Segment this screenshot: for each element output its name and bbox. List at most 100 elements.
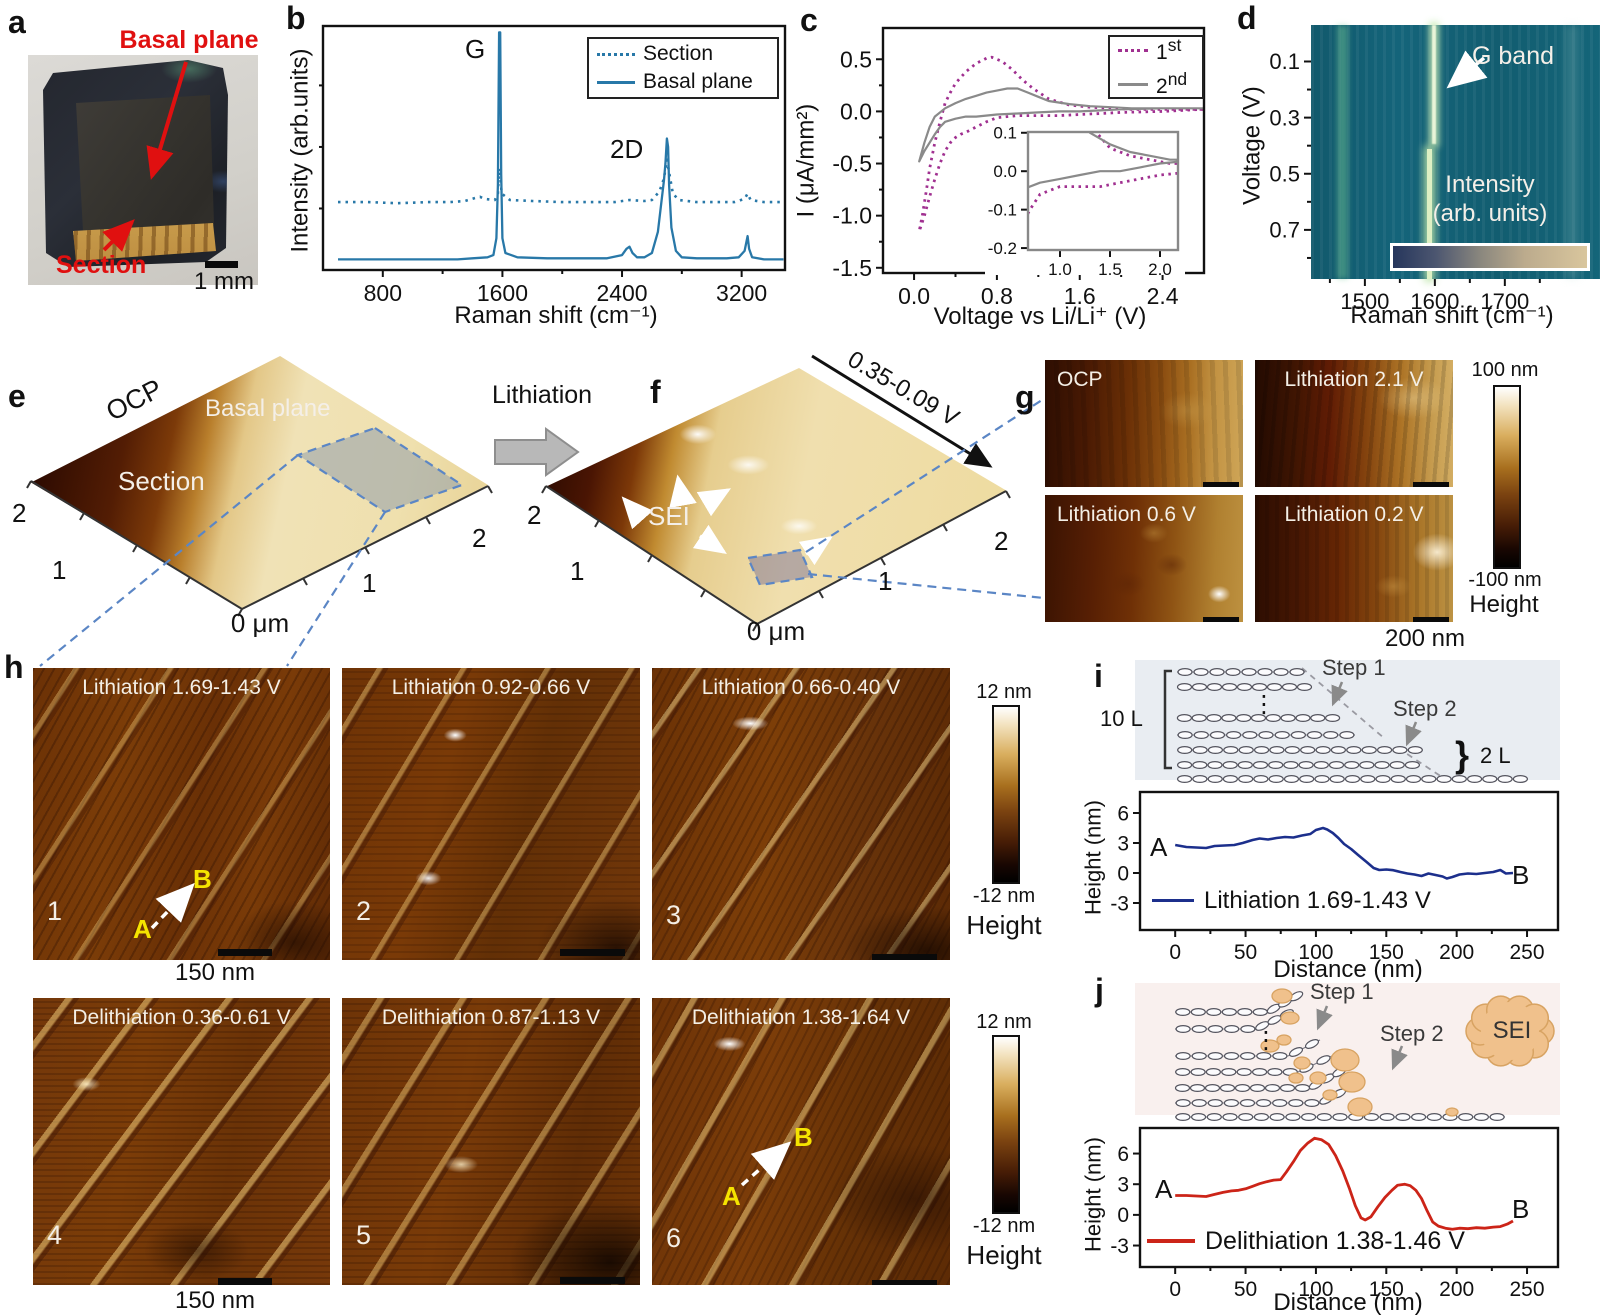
d-intensity-colorbar	[1390, 243, 1590, 271]
raman-band-right	[1565, 25, 1580, 279]
svg-text:-0.2: -0.2	[988, 239, 1017, 258]
cv-second-swatch	[1118, 82, 1148, 86]
j-legend-text: Delithiation 1.38-1.46 V	[1205, 1227, 1465, 1255]
g-band-annotation: G band	[1472, 42, 1555, 70]
h4-label: Delithiation 0.36-0.61 V	[72, 1006, 291, 1029]
j-point-a: A	[1155, 1174, 1173, 1204]
e-tick-2-left: 2	[12, 498, 27, 528]
delithiation-profile-chart: 0 50 100 150 200 250 6 3 0 -3	[1080, 1115, 1600, 1315]
h5-number: 5	[356, 1220, 372, 1250]
svg-text:150: 150	[1369, 941, 1404, 964]
j-vdots: ⋮	[1254, 1027, 1278, 1054]
i-step1-label: Step 1	[1322, 655, 1386, 680]
svg-text:6: 6	[1117, 1143, 1129, 1166]
d-ylabel: Voltage (V)	[1238, 86, 1266, 205]
e-tick-2-right: 2	[472, 523, 487, 553]
e-ocp-label: OCP	[101, 373, 168, 427]
e-basal-label: Basal plane	[205, 395, 331, 422]
svg-text:0: 0	[1169, 941, 1181, 964]
afm-image-5: Delithiation 0.87-1.13 V 5	[342, 998, 640, 1285]
h4-scalebar	[218, 1278, 272, 1285]
svg-text:-1.0: -1.0	[832, 203, 872, 229]
i-point-b: B	[1512, 860, 1530, 890]
f-sei-label: SEI	[648, 501, 690, 531]
svg-text:-0.1: -0.1	[988, 201, 1017, 220]
section-line-swatch	[597, 52, 635, 56]
crystal-basal-facet	[76, 95, 214, 231]
i-legend-text: Lithiation 1.69-1.43 V	[1204, 887, 1431, 914]
b-legend-basal: Basal plane	[643, 70, 753, 93]
g1-scalebar	[1203, 482, 1239, 487]
f-tick-2-right: 2	[994, 526, 1009, 556]
panel-f-letter: f	[650, 374, 661, 410]
section-annotation: Section	[56, 251, 147, 279]
lithiation-block-arrow-icon	[494, 427, 580, 477]
svg-text:1600: 1600	[477, 280, 528, 306]
j-step1-label: Step 1	[1310, 979, 1374, 1004]
svg-text:2400: 2400	[596, 280, 647, 306]
svg-text:1.0: 1.0	[1048, 260, 1072, 279]
h2-number: 2	[356, 896, 372, 926]
g2-label: Lithiation 2.1 V	[1284, 368, 1424, 391]
svg-text:-3: -3	[1110, 892, 1129, 915]
svg-text:2.0: 2.0	[1148, 260, 1172, 279]
svg-text:0.0: 0.0	[898, 283, 930, 309]
h-cb1-bottom: -12 nm	[972, 885, 1036, 907]
h1-point-a: A	[133, 914, 152, 944]
b-ylabel: Intensity (arb.units)	[286, 48, 314, 253]
svg-text:0: 0	[1117, 1204, 1129, 1227]
svg-text:0: 0	[1117, 862, 1129, 885]
svg-text:200: 200	[1439, 1278, 1474, 1301]
i-2L-label: 2 L	[1480, 743, 1511, 768]
afm-image-ocp: OCP	[1045, 360, 1243, 487]
svg-text:2.4: 2.4	[1147, 283, 1179, 309]
h-cb2-title: Height	[966, 1240, 1042, 1270]
j-xlabel: Distance (nm)	[1273, 1289, 1423, 1315]
svg-text:1500: 1500	[1340, 289, 1389, 314]
svg-text:0.3: 0.3	[1269, 105, 1300, 130]
c-legend-1st: 1st	[1156, 35, 1182, 64]
c-legend: 1st 2nd	[1108, 35, 1204, 99]
h1-number: 1	[47, 896, 63, 926]
svg-text:-1.5: -1.5	[832, 255, 872, 281]
h-colorbar-top	[992, 705, 1020, 884]
i-ylabel: Height (nm)	[1080, 800, 1106, 916]
lithiation-profile-chart: 0 50 100 150 200 250 6 3 0 -3	[1080, 780, 1600, 980]
svg-text:800: 800	[364, 280, 402, 306]
svg-text:100: 100	[1298, 1278, 1333, 1301]
j-point-b: B	[1512, 1194, 1530, 1224]
svg-text:0.8: 0.8	[981, 283, 1013, 309]
h-cb1-title: Height	[966, 910, 1042, 940]
g-cb-top-label: 100 nm	[1471, 359, 1539, 381]
afm-image-lith-0-6: Lithiation 0.6 V	[1045, 495, 1243, 622]
c-xlabel: Voltage vs Li/Li⁺ (V)	[933, 303, 1147, 330]
f-tick-1-right: 1	[878, 566, 893, 596]
h2-label: Lithiation 0.92-0.66 V	[391, 676, 591, 699]
i-10L-label: 10 L	[1100, 706, 1143, 731]
photo-scalebar-label: 1 mm	[194, 268, 254, 295]
svg-text:6: 6	[1117, 802, 1129, 825]
basal-line-swatch	[597, 80, 635, 84]
delithiation-schematic-bg	[1135, 983, 1560, 1125]
i-legend: Lithiation 1.69-1.43 V	[1152, 888, 1431, 913]
h3-number: 3	[666, 900, 682, 930]
i-vdots: ⋮	[1252, 691, 1276, 718]
panel-a-letter: a	[8, 4, 26, 40]
g4-label: Lithiation 0.2 V	[1284, 503, 1424, 526]
raman-band-1487	[1337, 25, 1348, 279]
svg-text:100: 100	[1298, 941, 1333, 964]
h1-label: Lithiation 1.69-1.43 V	[82, 676, 281, 699]
e-tick-1-right: 1	[362, 568, 377, 598]
e-tick-1-left: 1	[52, 555, 67, 585]
j-legend: Delithiation 1.38-1.46 V	[1147, 1228, 1465, 1254]
j-line-swatch	[1147, 1239, 1195, 1244]
g-band-line-upper	[1431, 25, 1436, 145]
g3-scalebar	[1203, 617, 1239, 622]
panel-c-letter: c	[800, 2, 818, 38]
g4-scalebar	[1413, 617, 1449, 622]
f-tick-2-left: 2	[527, 500, 542, 530]
svg-text:-0.5: -0.5	[832, 151, 872, 177]
2d-peak-label: 2D	[610, 134, 644, 164]
h-scalebar-label-bottom: 150 nm	[174, 1287, 256, 1314]
